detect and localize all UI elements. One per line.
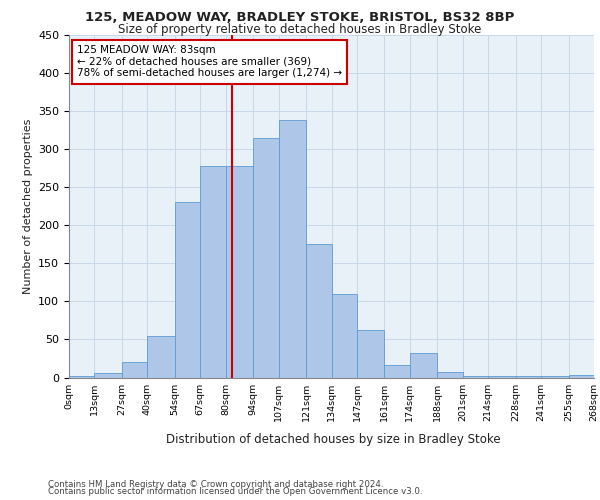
Bar (278, 120, 306, 378)
Bar (569, 375, 594, 378)
Bar (488, 376, 515, 378)
Bar (331, 294, 357, 378)
Bar (515, 376, 541, 378)
Y-axis label: Number of detached properties: Number of detached properties (23, 118, 32, 294)
Text: 125, MEADOW WAY, BRADLEY STOKE, BRISTOL, BS32 8BP: 125, MEADOW WAY, BRADLEY STOKE, BRISTOL,… (85, 11, 515, 24)
Bar (175, 202, 200, 378)
Bar (69, 376, 94, 378)
Bar (437, 372, 463, 378)
Bar (463, 376, 488, 378)
Bar (410, 353, 437, 378)
Bar (94, 373, 122, 378)
Bar (306, 244, 331, 378)
Bar (385, 366, 410, 378)
Text: 125 MEADOW WAY: 83sqm
← 22% of detached houses are smaller (369)
78% of semi-det: 125 MEADOW WAY: 83sqm ← 22% of detached … (77, 46, 342, 78)
Text: Size of property relative to detached houses in Bradley Stoke: Size of property relative to detached ho… (118, 22, 482, 36)
Bar (122, 362, 148, 378)
Text: Distribution of detached houses by size in Bradley Stoke: Distribution of detached houses by size … (166, 432, 500, 446)
Bar (226, 166, 253, 378)
Text: Contains public sector information licensed under the Open Government Licence v3: Contains public sector information licen… (48, 487, 422, 496)
Bar (541, 376, 569, 378)
Text: Contains HM Land Registry data © Crown copyright and database right 2024.: Contains HM Land Registry data © Crown c… (48, 480, 383, 489)
Bar (200, 166, 226, 378)
Bar (357, 330, 385, 378)
Bar (148, 336, 175, 378)
Bar (253, 138, 278, 378)
